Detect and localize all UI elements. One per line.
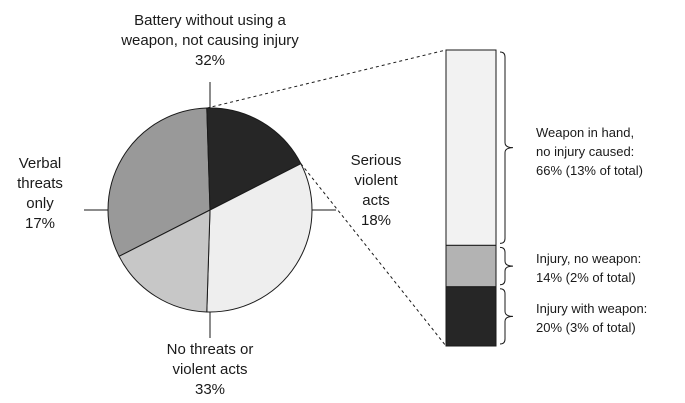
stacked-bar xyxy=(445,49,497,347)
bar-segment-2 xyxy=(445,286,497,347)
pie-label-no-threats: No threats or violent acts 33% xyxy=(167,341,254,398)
chart-labels: Battery without using a weapon, not causi… xyxy=(17,12,647,398)
pie-label-battery: Battery without using a weapon, not causi… xyxy=(120,12,299,69)
pie-slice-2 xyxy=(206,163,313,313)
connector-top xyxy=(206,49,447,109)
pie-slice-3 xyxy=(118,209,211,313)
pie-slice-1 xyxy=(206,107,302,211)
pie-slice-0 xyxy=(107,107,211,257)
segment-brackets xyxy=(499,51,514,345)
bar-segment-label-2: Injury with weapon: 20% (3% of total) xyxy=(536,301,647,335)
connector-bottom xyxy=(300,163,447,347)
bar-segment-0 xyxy=(445,49,497,246)
pie-label-verbal: Verbal threats only 17% xyxy=(17,155,63,232)
connector-lines xyxy=(206,49,447,347)
bar-segment-label-0: Weapon in hand, no injury caused: 66% (13%… xyxy=(536,125,643,178)
pie-chart xyxy=(107,107,313,313)
pie-label-serious: Serious violent acts 18% xyxy=(351,152,402,229)
bar-segment-label-1: Injury, no weapon: 14% (2% of total) xyxy=(536,251,641,285)
bracket-0 xyxy=(499,51,514,244)
bracket-2 xyxy=(499,288,514,345)
bracket-1 xyxy=(499,246,514,286)
bar-segment-1 xyxy=(445,244,497,288)
